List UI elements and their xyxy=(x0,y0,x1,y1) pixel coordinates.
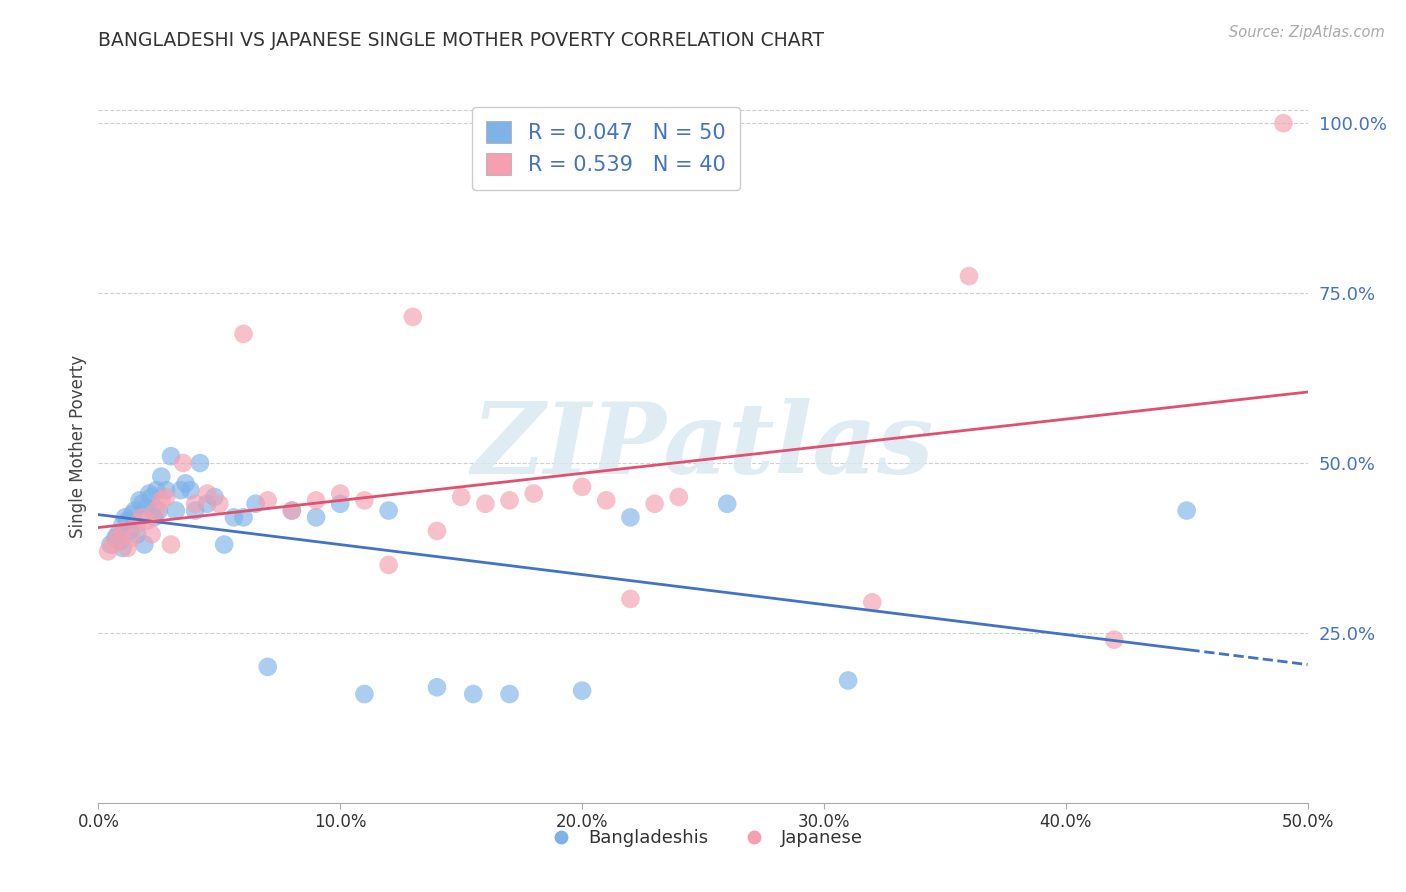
Point xyxy=(716,497,738,511)
Point xyxy=(195,486,218,500)
Point xyxy=(121,531,143,545)
Point xyxy=(1175,503,1198,517)
Point xyxy=(111,517,134,532)
Point xyxy=(957,269,980,284)
Point xyxy=(111,541,134,555)
Point xyxy=(108,534,131,549)
Point xyxy=(155,490,177,504)
Point xyxy=(212,537,235,551)
Point xyxy=(523,486,546,500)
Point xyxy=(131,497,153,511)
Point xyxy=(111,524,134,538)
Point xyxy=(474,497,496,511)
Point xyxy=(124,503,146,517)
Point xyxy=(208,497,231,511)
Point xyxy=(107,531,129,545)
Point xyxy=(150,493,173,508)
Y-axis label: Single Mother Poverty: Single Mother Poverty xyxy=(69,354,87,538)
Point xyxy=(353,687,375,701)
Point xyxy=(644,497,666,511)
Point xyxy=(426,524,449,538)
Point xyxy=(329,486,352,500)
Point xyxy=(134,537,156,551)
Point xyxy=(256,660,278,674)
Point xyxy=(281,503,304,517)
Point xyxy=(426,680,449,694)
Point xyxy=(128,493,150,508)
Point xyxy=(135,500,157,515)
Point xyxy=(172,456,194,470)
Point xyxy=(1102,632,1125,647)
Legend: Bangladeshis, Japanese: Bangladeshis, Japanese xyxy=(536,822,870,855)
Point xyxy=(329,497,352,511)
Point xyxy=(117,541,139,555)
Point xyxy=(305,510,328,524)
Point xyxy=(184,497,207,511)
Point xyxy=(121,507,143,521)
Point xyxy=(184,503,207,517)
Point xyxy=(160,449,183,463)
Point xyxy=(101,537,124,551)
Text: Source: ZipAtlas.com: Source: ZipAtlas.com xyxy=(1229,25,1385,40)
Point xyxy=(450,490,472,504)
Point xyxy=(463,687,485,701)
Point xyxy=(668,490,690,504)
Point xyxy=(188,456,211,470)
Point xyxy=(141,527,163,541)
Point xyxy=(498,493,520,508)
Point xyxy=(118,524,141,538)
Point xyxy=(619,591,641,606)
Point xyxy=(104,531,127,545)
Point xyxy=(148,503,170,517)
Point xyxy=(619,510,641,524)
Point xyxy=(256,493,278,508)
Point xyxy=(160,537,183,551)
Point xyxy=(155,483,177,498)
Point xyxy=(377,503,399,517)
Point xyxy=(222,510,245,524)
Point xyxy=(232,326,254,341)
Point xyxy=(127,517,149,532)
Point xyxy=(145,483,167,498)
Text: BANGLADESHI VS JAPANESE SINGLE MOTHER POVERTY CORRELATION CHART: BANGLADESHI VS JAPANESE SINGLE MOTHER PO… xyxy=(98,31,824,50)
Point xyxy=(127,527,149,541)
Point xyxy=(353,493,375,508)
Point xyxy=(281,503,304,517)
Point xyxy=(150,469,173,483)
Point xyxy=(117,514,139,528)
Point xyxy=(143,510,166,524)
Point xyxy=(571,480,593,494)
Point xyxy=(145,503,167,517)
Point xyxy=(100,537,122,551)
Point xyxy=(97,544,120,558)
Point xyxy=(1272,116,1295,130)
Point xyxy=(402,310,425,324)
Point xyxy=(131,510,153,524)
Point xyxy=(165,503,187,517)
Point xyxy=(204,490,226,504)
Point xyxy=(860,595,883,609)
Point xyxy=(498,687,520,701)
Point xyxy=(114,510,136,524)
Point xyxy=(245,497,267,511)
Point xyxy=(169,483,191,498)
Point xyxy=(195,497,218,511)
Point xyxy=(571,683,593,698)
Point xyxy=(837,673,859,688)
Point xyxy=(179,483,201,498)
Point xyxy=(135,514,157,528)
Point xyxy=(141,490,163,504)
Point xyxy=(107,527,129,541)
Point xyxy=(174,476,197,491)
Text: ZIPatlas: ZIPatlas xyxy=(472,398,934,494)
Point xyxy=(595,493,617,508)
Point xyxy=(138,486,160,500)
Point xyxy=(305,493,328,508)
Point xyxy=(377,558,399,572)
Point xyxy=(232,510,254,524)
